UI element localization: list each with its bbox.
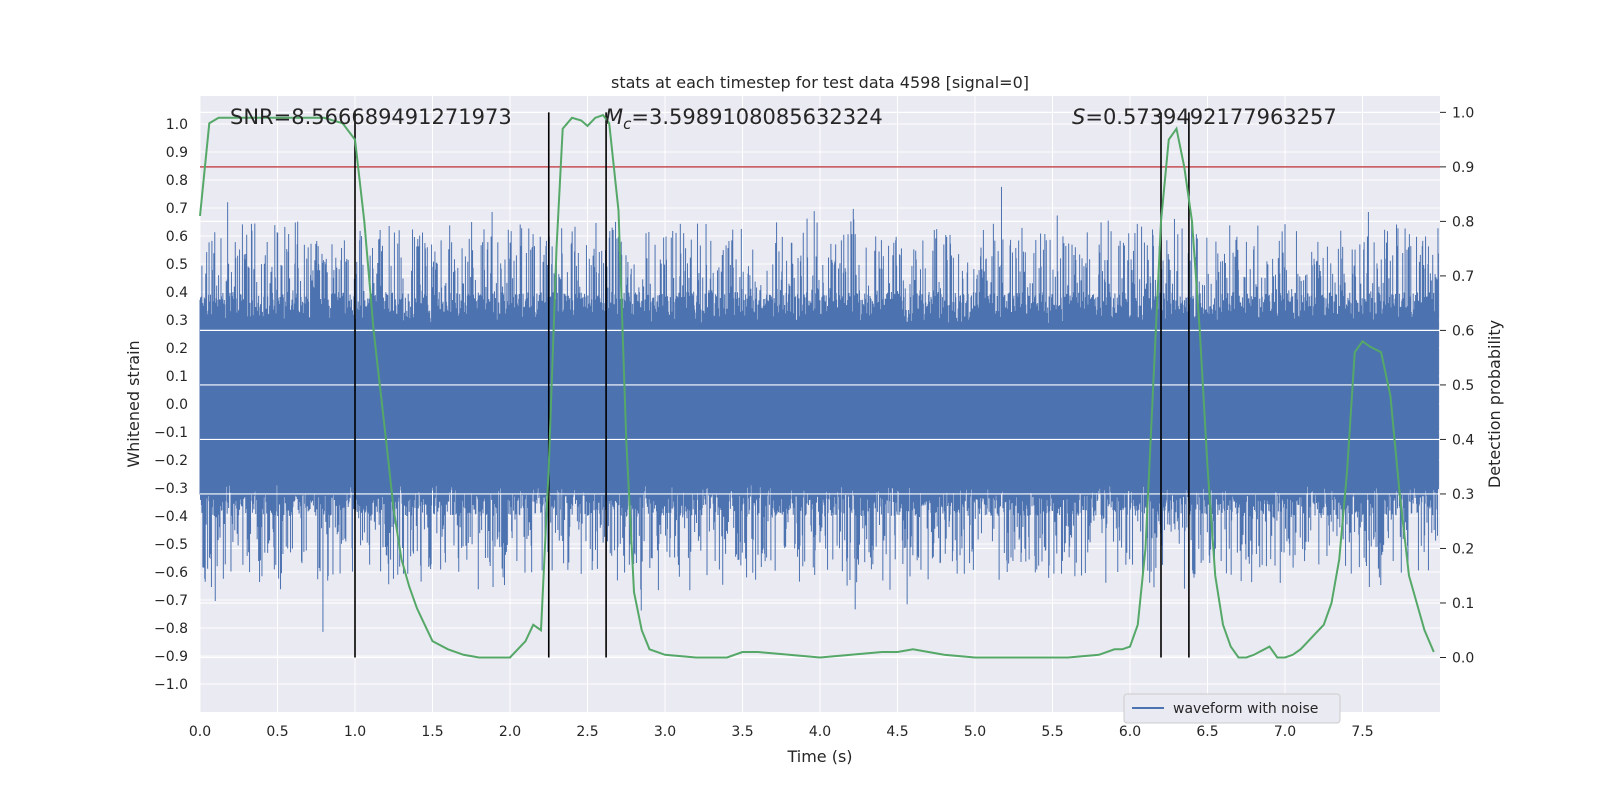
legend-box [1123, 693, 1341, 724]
y-right-tick-label: 0.2 [1452, 541, 1474, 557]
s-annotation: S=0.5739492177963257 [1072, 105, 1337, 129]
waveform-with-noise-series [199, 186, 1440, 632]
y-right-tick-label: 0.9 [1452, 160, 1474, 176]
y-left-tick-label: 0.5 [166, 257, 188, 273]
y-left-tick-label: 0.7 [166, 201, 188, 217]
y-axis-left-ticks: −1.0 −0.9 −0.8 −0.7 −0.6 −0.5 −0.4 −0.3 −0.2 −0.1… [154, 117, 188, 693]
y-left-tick-label: −0.8 [154, 621, 188, 637]
y-left-tick-label: −0.6 [154, 565, 188, 581]
chirp-mass-value: =3.5989108085632324 [631, 105, 882, 129]
y-axis-right-label: Detection probability [1485, 320, 1504, 488]
chart-title: stats at each timestep for test data 459… [611, 73, 1029, 92]
x-tick-label: 4.5 [886, 724, 908, 740]
y-left-tick-label: −0.1 [154, 425, 188, 441]
y-left-tick-label: 0.4 [166, 285, 188, 301]
x-tick-label: 6.5 [1196, 724, 1218, 740]
y-left-tick-label: −0.3 [154, 481, 188, 497]
x-tick-label: 5.0 [964, 724, 986, 740]
y-left-tick-label: −0.4 [154, 509, 188, 525]
y-left-tick-label: 0.8 [166, 173, 188, 189]
y-left-tick-label: 0.6 [166, 229, 188, 245]
x-tick-label: 0.5 [266, 724, 288, 740]
x-tick-label: 1.0 [344, 724, 366, 740]
detection-probability-line [199, 113, 1435, 659]
x-axis-ticks: 0.0 0.5 1.0 1.5 2.0 2.5 3.0 3.5 4.0 4.5 5.0 5.5 6.0 6… [189, 724, 1374, 740]
x-tick-label: 6.0 [1119, 724, 1141, 740]
y-left-tick-label: 1.0 [166, 117, 188, 133]
chirp-mass-symbol: M [605, 105, 623, 129]
y-right-tick-label: 0.6 [1452, 323, 1474, 339]
y-left-tick-label: −0.9 [154, 649, 188, 665]
x-tick-label: 4.0 [809, 724, 831, 740]
grid-overlay [200, 329, 1440, 495]
y-right-tick-label: 0.5 [1452, 378, 1474, 394]
y-right-tick-label: 0.3 [1452, 487, 1474, 503]
snr-annotation: SNR=8.566689491271973 [230, 105, 512, 129]
x-tick-label: 5.5 [1041, 724, 1063, 740]
chirp-mass-annotation: Mc=3.5989108085632324 [605, 105, 883, 133]
x-tick-label: 7.5 [1351, 724, 1373, 740]
y-axis-right-ticks: 0.0 0.1 0.2 0.3 0.4 0.5 0.6 0.7 0.8 0.9 1.0 [1440, 105, 1474, 666]
y-axis-left-label: Whitened strain [124, 340, 143, 467]
y-right-tick-label: 0.8 [1452, 214, 1474, 230]
y-left-tick-label: 0.3 [166, 313, 188, 329]
y-left-tick-label: 0.1 [166, 369, 188, 385]
legend: waveform with noise [1123, 693, 1341, 724]
y-left-tick-label: −0.2 [154, 453, 188, 469]
y-left-tick-label: −0.7 [154, 593, 188, 609]
s-symbol: S [1072, 105, 1085, 129]
chirp-mass-subscript: c [623, 115, 632, 133]
y-right-tick-label: 0.1 [1452, 596, 1474, 612]
waveform-noise-band [200, 323, 1439, 485]
y-right-tick-label: 0.4 [1452, 432, 1474, 448]
x-tick-label: 2.0 [499, 724, 521, 740]
y-right-tick-label: 0.0 [1452, 650, 1474, 666]
y-right-tick-label: 0.7 [1452, 269, 1474, 285]
legend-label: waveform with noise [1173, 701, 1318, 717]
s-value: =0.5739492177963257 [1085, 105, 1336, 129]
x-tick-label: 0.0 [189, 724, 211, 740]
y-left-tick-label: 0.9 [166, 145, 188, 161]
x-tick-label: 3.5 [731, 724, 753, 740]
y-left-tick-label: 0.0 [166, 397, 188, 413]
y-left-tick-label: −0.5 [154, 537, 188, 553]
y-left-tick-label: −1.0 [154, 677, 188, 693]
x-tick-label: 1.5 [421, 724, 443, 740]
x-axis-label: Time (s) [786, 747, 852, 766]
y-right-tick-label: 1.0 [1452, 105, 1474, 121]
x-tick-label: 2.5 [576, 724, 598, 740]
x-tick-label: 3.0 [654, 724, 676, 740]
x-tick-label: 7.0 [1274, 724, 1296, 740]
y-left-tick-label: 0.2 [166, 341, 188, 357]
